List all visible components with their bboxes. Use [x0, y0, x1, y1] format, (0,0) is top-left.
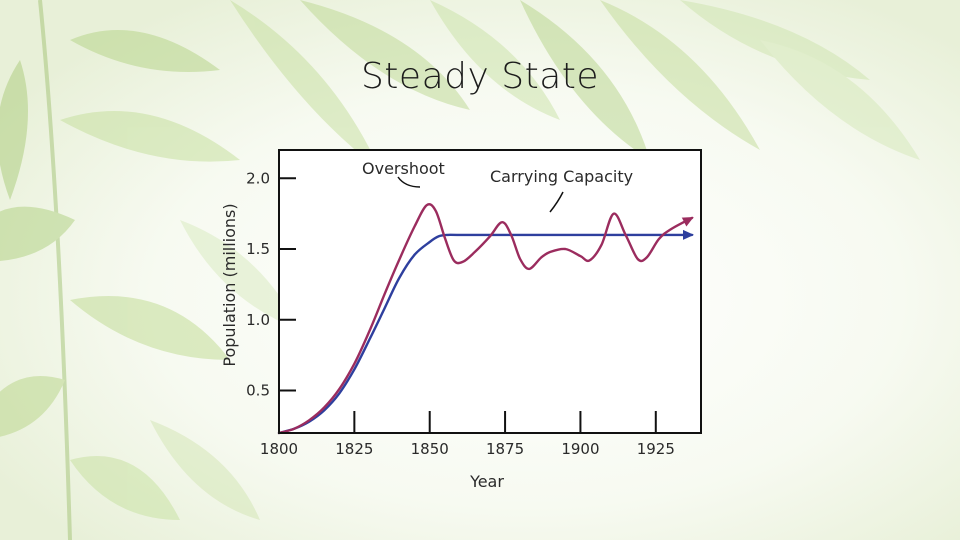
series-line-overshoot: [277, 203, 694, 435]
x-tick-label: 1900: [561, 440, 599, 458]
x-axis-title: Year: [469, 472, 504, 491]
y-tick-label: 1.5: [246, 240, 270, 258]
annotation-overshoot-pointer: [397, 176, 421, 188]
x-axis-ticks: 1800 1825 1850 1875 1900 1925: [260, 411, 675, 458]
series-layer: [277, 203, 694, 435]
y-tick-label: 2.0: [246, 169, 270, 187]
y-tick-label: 0.5: [246, 382, 270, 400]
series-line-logistic: [277, 229, 694, 435]
leaf-cluster-left: [0, 0, 240, 540]
annotation-carrying-capacity-pointer: [549, 191, 564, 213]
annotation-carrying-capacity: Carrying Capacity: [490, 167, 633, 186]
plot-background: [279, 150, 701, 433]
y-tick-label: 1.0: [246, 311, 270, 329]
leaf-cluster-top: [230, 0, 920, 170]
x-tick-label: 1925: [637, 440, 675, 458]
plot-frame: [278, 149, 702, 434]
x-tick-label: 1875: [486, 440, 524, 458]
annotation-overshoot: Overshoot: [362, 159, 445, 178]
y-axis-title: Population (millions): [220, 203, 239, 366]
leaf-cluster-mid: [150, 220, 300, 520]
x-tick-label: 1800: [260, 440, 298, 458]
x-tick-label: 1825: [335, 440, 373, 458]
x-tick-label: 1850: [411, 440, 449, 458]
slide-title: Steady State: [360, 56, 600, 97]
y-axis-ticks: 0.5 1.0 1.5 2.0: [246, 169, 296, 400]
